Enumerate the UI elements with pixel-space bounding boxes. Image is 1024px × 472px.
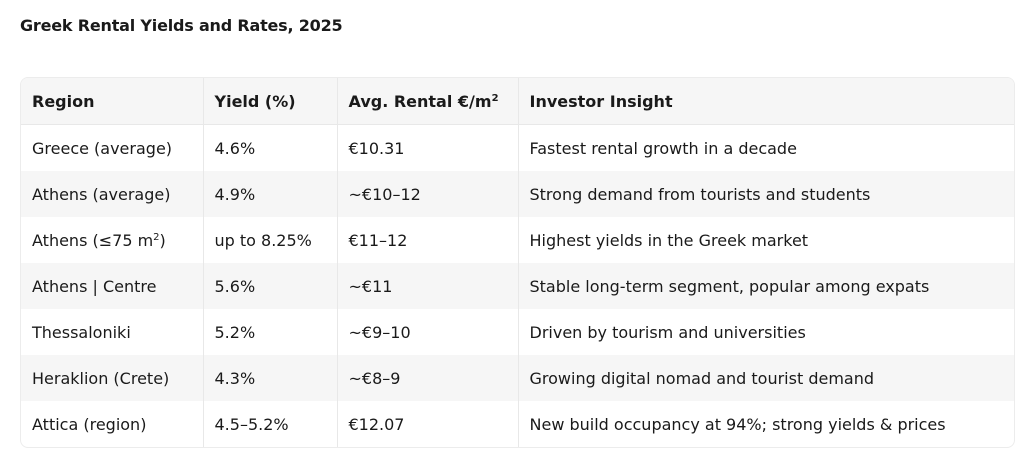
cell-insight: Highest yields in the Greek market [517, 217, 1014, 263]
header-row: Region Yield (%) Avg. Rental €/m2 Invest… [21, 78, 1014, 125]
cell-region: Attica (region) [21, 401, 203, 447]
cell-yield: 4.9% [202, 171, 337, 217]
header-region: Region [21, 78, 203, 125]
cell-region: Heraklion (Crete) [21, 355, 203, 401]
cell-rental: €11–12 [336, 217, 518, 263]
cell-rental: ~€8–9 [336, 355, 518, 401]
page-title: Greek Rental Yields and Rates, 2025 [20, 16, 343, 35]
cell-yield: 4.3% [202, 355, 337, 401]
cell-yield: 5.6% [202, 263, 337, 309]
cell-insight: Growing digital nomad and tourist demand [517, 355, 1014, 401]
header-region-label: Region [32, 91, 95, 111]
table-row: Heraklion (Crete) 4.3% ~€8–9 Growing dig… [21, 355, 1014, 401]
cell-yield: 5.2% [202, 309, 337, 355]
header-insight: Investor Insight [517, 78, 1014, 125]
header-rental: Avg. Rental €/m2 [336, 78, 518, 125]
table-row: Athens (≤75 m2) up to 8.25% €11–12 Highe… [21, 217, 1014, 263]
cell-yield: 4.5–5.2% [202, 401, 337, 447]
cell-insight: Strong demand from tourists and students [517, 171, 1014, 217]
region-text: Athens (≤75 m [32, 230, 154, 250]
cell-yield: up to 8.25% [202, 217, 337, 263]
header-rental-superscript: 2 [491, 92, 499, 104]
cell-yield: 4.6% [202, 124, 337, 171]
table-row: Attica (region) 4.5–5.2% €12.07 New buil… [21, 401, 1014, 447]
cell-insight: New build occupancy at 94%; strong yield… [517, 401, 1014, 447]
region-text: Greece (average) [32, 138, 173, 158]
cell-rental: ~€9–10 [336, 309, 518, 355]
cell-insight: Driven by tourism and universities [517, 309, 1014, 355]
cell-region: Athens | Centre [21, 263, 203, 309]
cell-rental: €10.31 [336, 124, 518, 171]
header-yield-label: Yield (%) [214, 91, 296, 111]
rental-yields-table-container: Region Yield (%) Avg. Rental €/m2 Invest… [20, 77, 1015, 448]
header-insight-label: Investor Insight [529, 91, 673, 111]
table-row: Thessaloniki 5.2% ~€9–10 Driven by touri… [21, 309, 1014, 355]
region-text: Heraklion (Crete) [32, 368, 170, 388]
region-text: Athens (average) [32, 184, 171, 204]
table-body: Greece (average) 4.6% €10.31 Fastest ren… [21, 124, 1014, 447]
cell-region: Greece (average) [21, 125, 203, 172]
cell-rental: €12.07 [336, 401, 518, 447]
table-row: Athens | Centre 5.6% ~€11 Stable long-te… [21, 263, 1014, 309]
cell-rental: ~€10–12 [336, 171, 518, 217]
cell-region: Athens (average) [21, 171, 203, 217]
region-suffix: ) [159, 230, 166, 250]
region-text: Athens | Centre [32, 276, 157, 296]
cell-rental: ~€11 [336, 263, 518, 309]
header-yield: Yield (%) [202, 78, 337, 125]
region-text: Attica (region) [32, 414, 147, 434]
region-superscript: 2 [153, 231, 160, 243]
rental-yields-table: Region Yield (%) Avg. Rental €/m2 Invest… [21, 78, 1014, 447]
table-row: Athens (average) 4.9% ~€10–12 Strong dem… [21, 171, 1014, 217]
table-row: Greece (average) 4.6% €10.31 Fastest ren… [21, 124, 1014, 172]
cell-region: Athens (≤75 m2) [21, 217, 203, 263]
cell-region: Thessaloniki [21, 309, 203, 355]
cell-insight: Fastest rental growth in a decade [517, 124, 1014, 171]
header-rental-label: Avg. Rental €/m [348, 91, 492, 111]
region-text: Thessaloniki [32, 322, 131, 342]
cell-insight: Stable long-term segment, popular among … [517, 263, 1014, 309]
table-header: Region Yield (%) Avg. Rental €/m2 Invest… [21, 78, 1014, 125]
